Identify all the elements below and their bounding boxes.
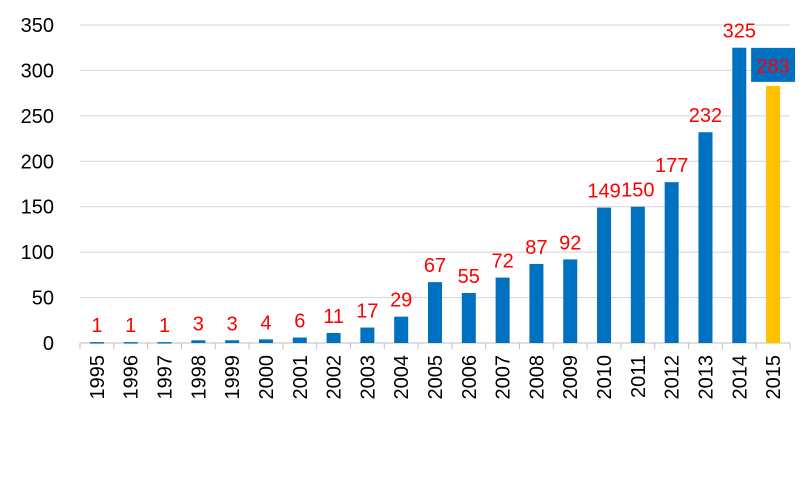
bar-2015	[766, 85, 781, 344]
y-tick-label: 100	[21, 242, 54, 264]
data-label-2009: 92	[559, 232, 581, 254]
bars	[89, 47, 781, 344]
x-tick-label: 2008	[526, 355, 548, 400]
x-tick-label: 2013	[695, 355, 717, 400]
data-label-1999: 3	[227, 313, 238, 335]
data-label-2001: 6	[294, 311, 305, 333]
x-tick-label: 2010	[594, 355, 616, 400]
x-tick-label: 2001	[290, 355, 312, 400]
bar-2001	[292, 337, 307, 343]
data-label-2011: 150	[621, 180, 654, 202]
bar-1997	[157, 342, 172, 344]
x-tick-label: 1999	[222, 355, 244, 400]
data-label-2003: 17	[356, 301, 378, 323]
bar-2003	[360, 327, 375, 343]
x-tick-label: 2014	[729, 355, 751, 400]
x-tick-label: 2012	[662, 355, 684, 400]
data-label-2000: 4	[260, 312, 271, 334]
y-tick-label: 300	[21, 60, 54, 82]
bar-1995	[89, 342, 104, 344]
data-label-2004: 29	[390, 290, 412, 312]
bar-2002	[326, 333, 341, 343]
x-axis-ticks: 1995 1996 1997 1998 1999 2000 2001 2002 2003 2004…	[87, 355, 785, 400]
data-label-2012: 177	[655, 155, 688, 177]
bar-1998	[191, 340, 206, 343]
bar-2008	[529, 263, 544, 343]
data-label-2005: 67	[424, 255, 446, 277]
data-label-2008: 87	[525, 237, 547, 259]
bar-2006	[461, 293, 476, 343]
bar-2004	[394, 316, 409, 343]
data-label-1998: 3	[193, 313, 204, 335]
x-tick-label: 2003	[357, 355, 379, 400]
y-tick-label: 250	[21, 106, 54, 128]
x-tick-label: 2011	[628, 355, 650, 398]
y-tick-label: 50	[32, 288, 54, 310]
bar-2010	[597, 207, 612, 343]
y-tick-label: 350	[21, 15, 54, 37]
data-label-2014: 325	[723, 21, 756, 43]
data-label-1997: 1	[159, 315, 170, 337]
highlight-label-box	[751, 47, 796, 82]
y-axis-ticks: 0 50 100 150 200 250 300 350	[21, 15, 54, 355]
bar-2000	[258, 339, 273, 343]
y-tick-label: 150	[21, 197, 54, 219]
data-label-2006: 55	[458, 266, 480, 288]
x-tick-label: 2006	[459, 355, 481, 400]
data-label-2007: 72	[491, 251, 513, 273]
x-tick-label: 2007	[493, 355, 515, 400]
bar-1999	[225, 340, 240, 343]
data-label-1995: 1	[91, 315, 102, 337]
bar-2005	[428, 282, 442, 343]
x-tick-label: 2015	[763, 355, 785, 400]
bar-2013	[698, 132, 713, 343]
x-tick-label: 1996	[121, 355, 143, 400]
data-label-2002: 11	[323, 306, 344, 328]
x-tick-label: 2005	[425, 355, 447, 400]
data-label-2015: 283	[756, 56, 789, 78]
bar-1996	[123, 342, 138, 344]
data-label-2010: 149	[587, 181, 620, 203]
bar-2011	[630, 206, 645, 343]
x-tick-label: 2004	[391, 355, 413, 400]
x-tick-label: 1995	[87, 355, 109, 400]
bar-2007	[495, 277, 510, 343]
bar-2014	[732, 47, 747, 343]
x-tick-label: 2000	[256, 355, 278, 400]
x-tick-label: 1998	[188, 355, 210, 400]
data-label-1996: 1	[125, 315, 136, 337]
bar-2012	[664, 182, 679, 343]
gridlines	[79, 24, 791, 349]
y-tick-label: 0	[43, 333, 54, 355]
bar-2009	[563, 259, 578, 343]
data-label-2013: 232	[689, 105, 722, 127]
y-tick-label: 200	[21, 151, 54, 173]
x-tick-label: 2009	[560, 355, 582, 400]
x-tick-label: 2002	[324, 355, 346, 400]
x-tick-label: 1997	[155, 355, 177, 400]
